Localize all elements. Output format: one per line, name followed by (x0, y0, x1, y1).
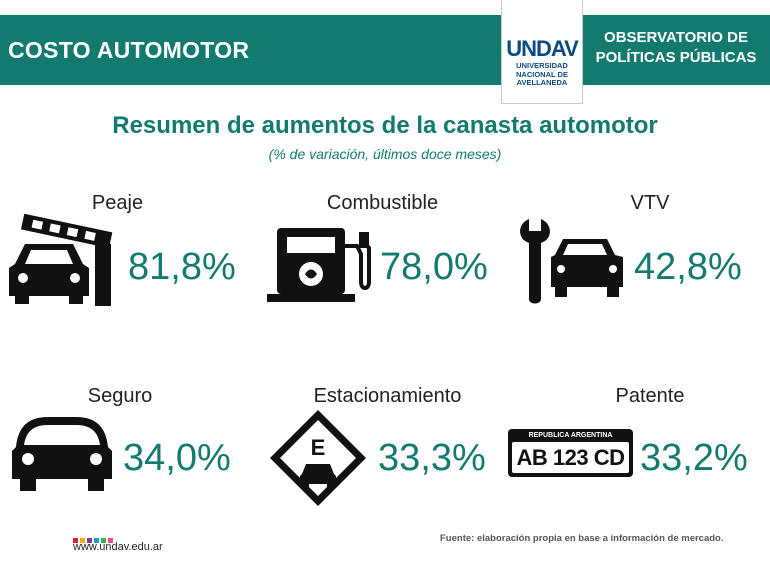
plate-country: REPUBLICA ARGENTINA (528, 432, 613, 439)
page-title: Resumen de aumentos de la canasta automo… (112, 112, 658, 139)
logo-line-3: AVELLANEDA (516, 78, 568, 87)
observatory-title: OBSERVATORIO DE POLÍTICAS PÚBLICAS (584, 28, 768, 68)
value-patente: 33,2% (640, 437, 748, 479)
source-note: Fuente: elaboración propia en base a inf… (440, 533, 724, 544)
observatory-line-2: POLÍTICAS PÚBLICAS (595, 49, 757, 66)
parking-sign-icon: E (270, 410, 366, 506)
license-plate-icon: REPUBLICA ARGENTINA AB 123 CD (508, 429, 633, 477)
label-vtv: VTV (630, 192, 670, 214)
footer-color-dots (73, 530, 115, 548)
dot (108, 538, 113, 543)
label-estacionamiento: Estacionamiento (313, 385, 462, 407)
parking-letter: E (311, 435, 326, 460)
wrench-car-icon (520, 219, 623, 304)
observatory-line-1: OBSERVATORIO DE (604, 29, 748, 46)
dot (80, 538, 85, 543)
label-combustible: Combustible (326, 192, 439, 214)
undav-logo[interactable]: UNDAV UNIVERSIDAD NACIONAL DE AVELLANEDA (501, 0, 583, 104)
value-estacionamiento: 33,3% (378, 437, 486, 479)
plate-number: AB 123 CD (512, 442, 629, 473)
label-peaje: Peaje (91, 192, 144, 214)
dot (101, 538, 106, 543)
fuel-pump-icon (267, 228, 371, 302)
logo-line-1: UNIVERSIDAD (516, 61, 568, 70)
section-title: COSTO AUTOMOTOR (8, 37, 250, 63)
footer-url[interactable]: www.undav.edu.ar (73, 541, 163, 553)
toll-car-icon (9, 213, 113, 306)
label-patente: Patente (615, 385, 685, 407)
dot (87, 538, 92, 543)
page-subtitle: (% de variación, últimos doce meses) (268, 146, 502, 162)
value-seguro: 34,0% (123, 437, 231, 479)
value-peaje: 81,8% (128, 246, 236, 288)
car-icon (12, 417, 112, 491)
dot (73, 538, 78, 543)
label-seguro: Seguro (87, 385, 153, 407)
value-combustible: 78,0% (380, 246, 488, 288)
logo-line-2: NACIONAL DE (516, 69, 568, 79)
header-bar: COSTO AUTOMOTOR OBSERVATORIO DE POLÍTICA… (0, 15, 770, 85)
logo-mark: UNDAV (506, 36, 579, 61)
dot (94, 538, 99, 543)
logo-subtitle: UNIVERSIDAD NACIONAL DE AVELLANEDA (502, 61, 582, 88)
value-vtv: 42,8% (634, 246, 742, 288)
